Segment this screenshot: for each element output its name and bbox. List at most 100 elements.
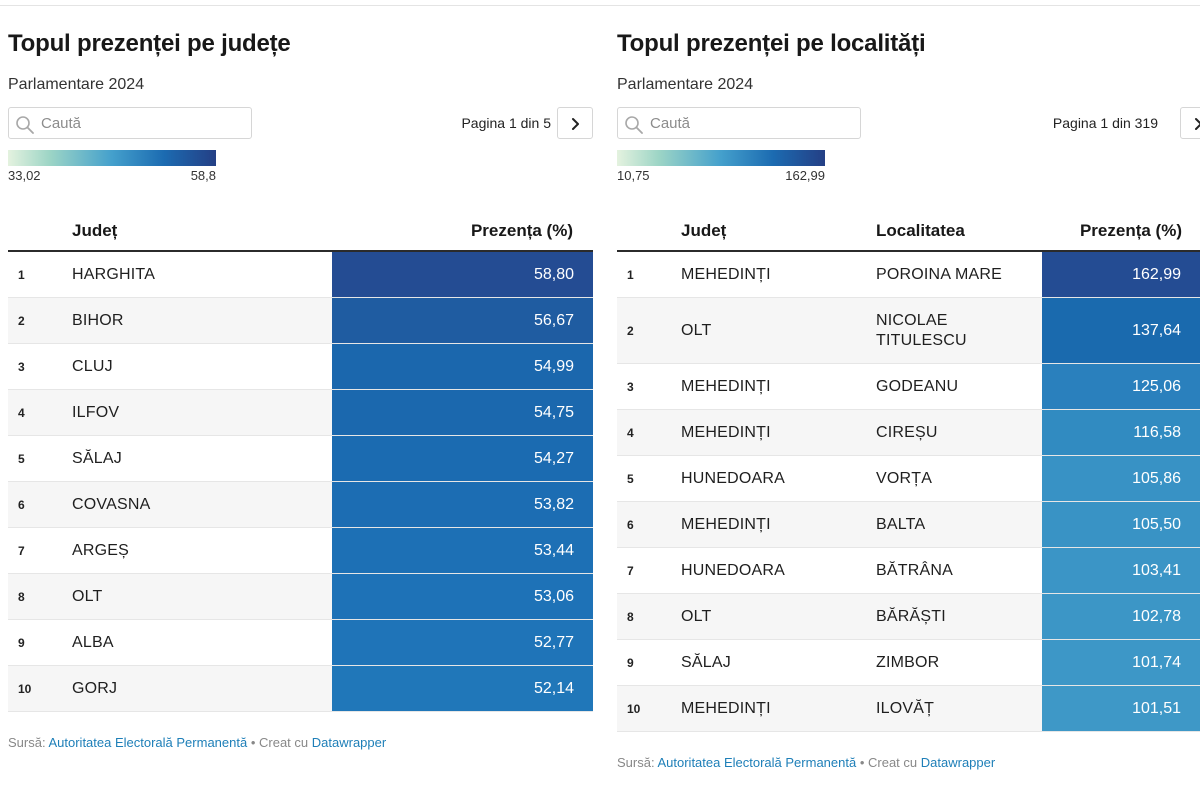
- turnout-value: 101,74: [1132, 654, 1181, 671]
- turnout-value: 54,27: [533, 450, 574, 467]
- color-legend: 10,75 162,99: [617, 150, 825, 183]
- search-input[interactable]: Caută: [617, 107, 861, 139]
- source-line: Sursă: Autoritatea Electorală Permanentă…: [8, 735, 386, 750]
- source-link[interactable]: Autoritatea Electorală Permanentă: [657, 755, 857, 770]
- row-rank: 7: [18, 544, 25, 558]
- row-rank: 7: [627, 564, 634, 578]
- search-placeholder: Caută: [650, 115, 691, 132]
- chart-title: Topul prezenței pe județe: [8, 30, 291, 57]
- turnout-cell: 105,50: [1042, 502, 1200, 547]
- row-rank: 4: [627, 426, 634, 440]
- legend-gradient: [617, 150, 825, 166]
- table-row: 7 HUNEDOARA BĂTRÂNA 103,41: [617, 548, 1200, 594]
- turnout-value: 101,51: [1132, 700, 1181, 717]
- row-locality: BALTA: [876, 516, 926, 533]
- table-row: 3 CLUJ 54,99: [8, 344, 593, 390]
- turnout-cell: 105,86: [1042, 456, 1200, 501]
- legend-min: 33,02: [8, 168, 41, 183]
- turnout-value: 56,67: [533, 312, 574, 329]
- row-county: MEHEDINȚI: [681, 424, 771, 441]
- turnout-value: 125,06: [1132, 378, 1181, 395]
- table-header: Județ Localitatea Prezența (%): [617, 208, 1200, 252]
- turnout-value: 52,14: [533, 680, 574, 697]
- turnout-value: 53,06: [533, 588, 574, 605]
- turnout-value: 102,78: [1132, 608, 1181, 625]
- table-row: 4 MEHEDINȚI CIREȘU 116,58: [617, 410, 1200, 456]
- row-locality: ZIMBOR: [876, 654, 940, 671]
- chart-title: Topul prezenței pe localități: [617, 30, 926, 57]
- row-county: ARGEȘ: [72, 542, 130, 559]
- table-row: 3 MEHEDINȚI GODEANU 125,06: [617, 364, 1200, 410]
- next-page-button[interactable]: [1180, 107, 1200, 139]
- row-rank: 10: [18, 682, 32, 696]
- turnout-cell: 53,82: [332, 482, 593, 527]
- row-locality: ILOVĂȚ: [876, 700, 935, 717]
- turnout-cell: 103,41: [1042, 548, 1200, 593]
- column-header-turnout[interactable]: Prezența (%): [470, 221, 573, 240]
- turnout-cell: 53,06: [332, 574, 593, 619]
- table-header: Județ Prezența (%): [8, 208, 593, 252]
- turnout-cell: 58,80: [332, 252, 593, 297]
- row-county: CLUJ: [72, 358, 113, 375]
- row-county: MEHEDINȚI: [681, 516, 771, 533]
- table-row: 2 BIHOR 56,67: [8, 298, 593, 344]
- row-rank: 1: [627, 268, 634, 282]
- row-locality: GODEANU: [876, 378, 959, 395]
- localities-table: Județ Localitatea Prezența (%) 1 MEHEDINȚ…: [617, 208, 1200, 732]
- next-page-button[interactable]: [557, 107, 593, 139]
- table-body: 1 MEHEDINȚI POROINA MARE 162,99 2 OLT NICOLAE …: [617, 252, 1200, 732]
- row-rank: 3: [627, 380, 634, 394]
- row-rank: 10: [627, 702, 641, 716]
- legend-max: 58,8: [190, 168, 216, 183]
- turnout-cell: 54,27: [332, 436, 593, 481]
- table-row: 10 MEHEDINȚI ILOVĂȚ 101,51: [617, 686, 1200, 732]
- table-row: 5 HUNEDOARA VORȚA 105,86: [617, 456, 1200, 502]
- source-label: Sursă:: [8, 735, 46, 750]
- row-rank: 8: [18, 590, 25, 604]
- pagination-label: Pagina 1 din 5: [461, 115, 551, 131]
- legend-max: 162,99: [785, 168, 825, 183]
- turnout-value: 53,82: [533, 496, 574, 513]
- chevron-right-icon: [1195, 118, 1200, 130]
- row-rank: 1: [18, 268, 25, 282]
- row-rank: 5: [627, 472, 634, 486]
- turnout-cell: 56,67: [332, 298, 593, 343]
- search-icon: [625, 116, 643, 134]
- table-row: 7 ARGEȘ 53,44: [8, 528, 593, 574]
- row-rank: 4: [18, 406, 25, 420]
- row-county: ALBA: [72, 634, 114, 651]
- table-row: 1 HARGHITA 58,80: [8, 252, 593, 298]
- datawrapper-link[interactable]: Datawrapper: [920, 755, 996, 770]
- column-header-locality[interactable]: Localitatea: [876, 221, 965, 240]
- turnout-value: 162,99: [1132, 266, 1181, 283]
- turnout-cell: 116,58: [1042, 410, 1200, 455]
- pagination: Pagina 1 din 5: [308, 107, 593, 139]
- row-locality: VORȚA: [876, 470, 933, 487]
- chevron-right-icon: [572, 118, 579, 130]
- search-input[interactable]: Caută: [8, 107, 252, 139]
- source-link[interactable]: Autoritatea Electorală Permanentă: [48, 735, 248, 750]
- chart-subtitle: Parlamentare 2024: [8, 76, 145, 93]
- source-separator: • Creat cu: [859, 755, 918, 770]
- turnout-cell: 53,44: [332, 528, 593, 573]
- table-row: 6 MEHEDINȚI BALTA 105,50: [617, 502, 1200, 548]
- row-rank: 2: [18, 314, 25, 328]
- column-header-county[interactable]: Județ: [681, 221, 727, 240]
- table-row: 6 COVASNA 53,82: [8, 482, 593, 528]
- table-body: 1 HARGHITA 58,80 2 BIHOR 56,67 3 CLUJ 54,99 4 ILFO…: [8, 252, 593, 712]
- source-line: Sursă: Autoritatea Electorală Permanentă…: [617, 755, 995, 770]
- turnout-value: 137,64: [1132, 322, 1181, 339]
- row-locality: BĂRĂȘTI: [876, 608, 946, 625]
- pagination: Pagina 1 din 319: [917, 107, 1200, 139]
- search-icon: [16, 116, 34, 134]
- turnout-cell: 52,77: [332, 620, 593, 665]
- turnout-cell: 162,99: [1042, 252, 1200, 297]
- turnout-value: 103,41: [1132, 562, 1181, 579]
- column-header-county[interactable]: Județ: [72, 221, 118, 240]
- row-rank: 3: [18, 360, 25, 374]
- datawrapper-link[interactable]: Datawrapper: [311, 735, 387, 750]
- legend-min: 10,75: [617, 168, 650, 183]
- column-header-turnout[interactable]: Prezența (%): [1079, 221, 1182, 240]
- color-legend: 33,02 58,8: [8, 150, 216, 183]
- table-row: 1 MEHEDINȚI POROINA MARE 162,99: [617, 252, 1200, 298]
